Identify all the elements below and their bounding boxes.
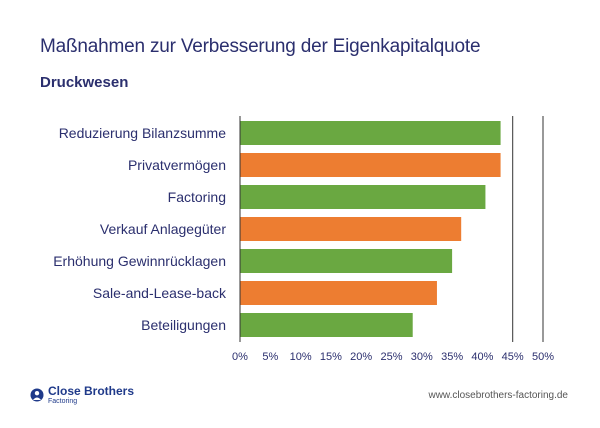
footer-url: www.closebrothers-factoring.de: [428, 390, 568, 401]
bar: [240, 281, 437, 305]
logo-name: Close Brothers: [48, 384, 135, 398]
category-label: Sale-and-Lease-back: [93, 285, 227, 301]
bar-chart: Reduzierung Bilanzsumme Privatvermögen Fac…: [53, 116, 554, 363]
bar: [240, 153, 501, 177]
x-tick-label: 50%: [532, 351, 554, 363]
x-tick-label: 40%: [471, 351, 493, 363]
logo-mark-icon: [30, 388, 44, 402]
logo-subtitle: Factoring: [48, 398, 78, 405]
category-label: Verkauf Anlagegüter: [100, 221, 226, 237]
category-label: Privatvermögen: [128, 157, 226, 173]
x-tick-label: 0%: [232, 351, 248, 363]
bar: [240, 185, 486, 209]
chart-title: Maßnahmen zur Verbesserung der Eigenkapi…: [40, 36, 481, 57]
bar: [240, 217, 462, 241]
x-tick-label: 25%: [380, 351, 402, 363]
x-tick-label: 15%: [320, 351, 342, 363]
category-label: Factoring: [168, 189, 226, 205]
x-tick-label: 35%: [441, 351, 463, 363]
bar: [240, 249, 453, 273]
x-tick-label: 10%: [290, 351, 312, 363]
bar: [240, 121, 501, 145]
category-label: Beteiligungen: [141, 317, 226, 333]
company-logo: Close Brothers Factoring: [30, 385, 134, 405]
category-label: Reduzierung Bilanzsumme: [59, 125, 227, 141]
category-label: Erhöhung Gewinnrücklagen: [53, 253, 226, 269]
bar: [240, 313, 413, 337]
x-tick-label: 20%: [350, 351, 372, 363]
chart-subtitle: Druckwesen: [40, 74, 129, 91]
x-tick-label: 30%: [411, 351, 433, 363]
x-tick-label: 5%: [262, 351, 278, 363]
x-tick-label: 45%: [502, 351, 524, 363]
